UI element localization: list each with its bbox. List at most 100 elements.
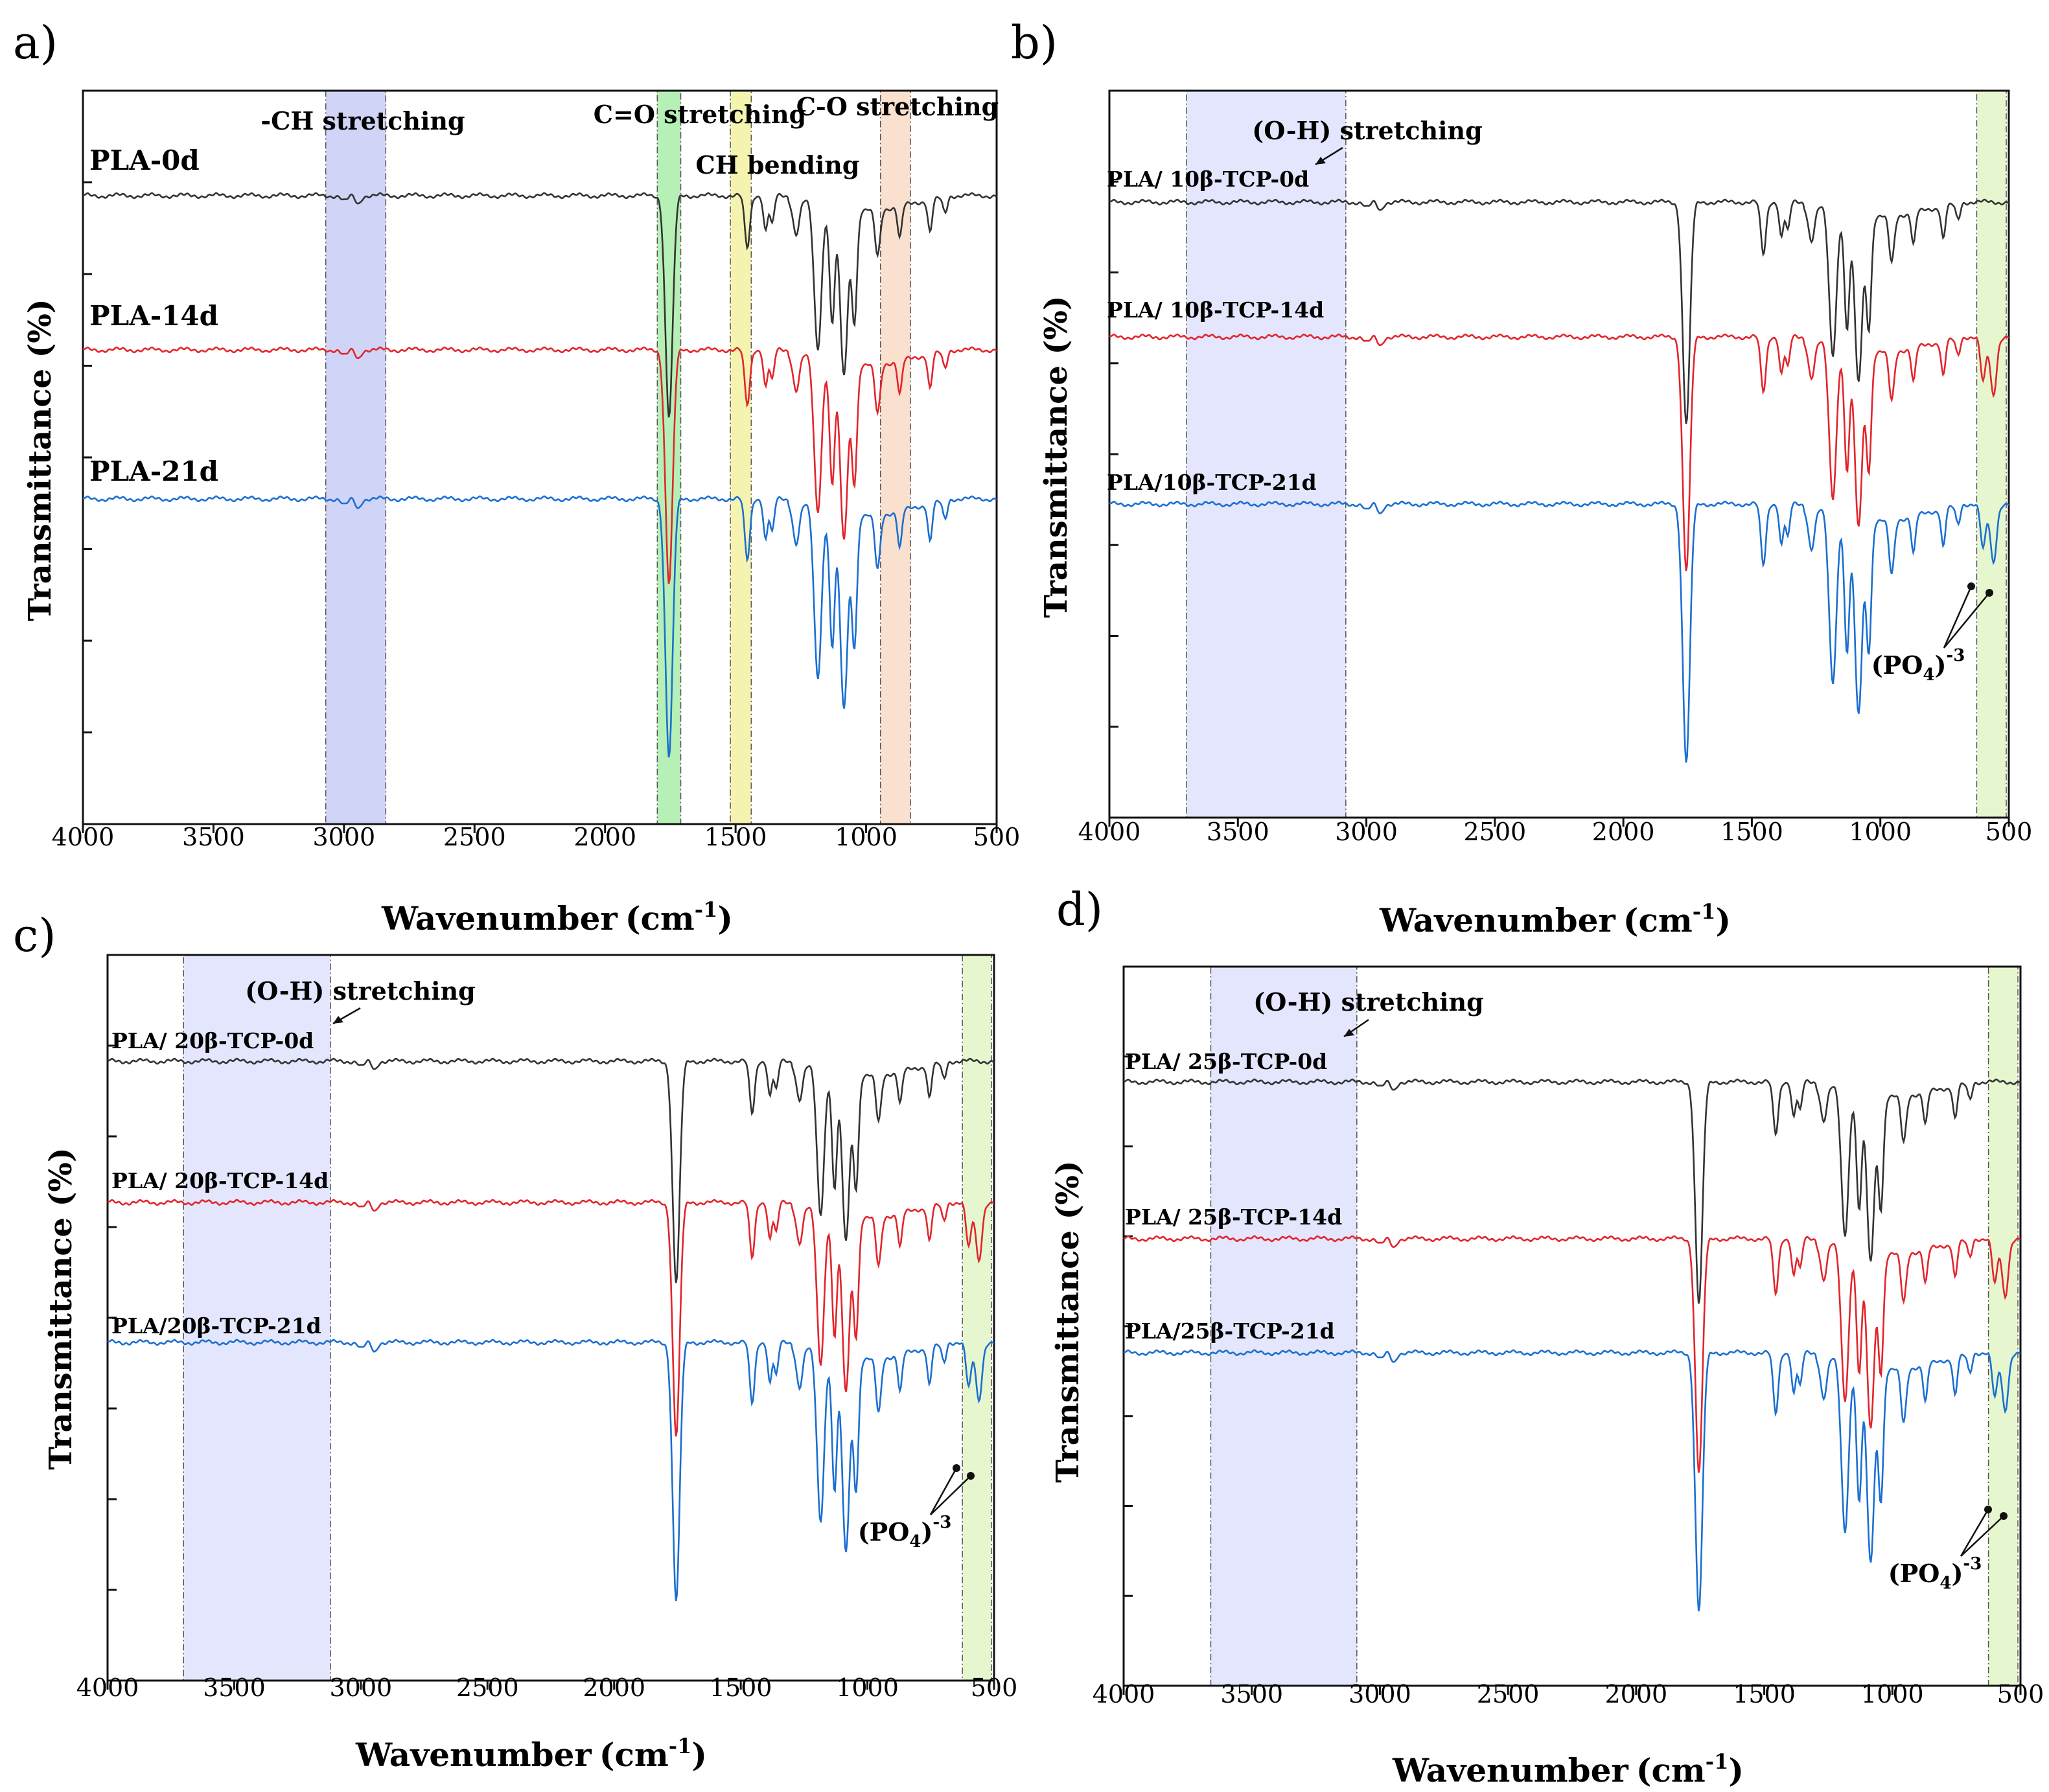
x-tick-label: 1500 — [1733, 1680, 1796, 1708]
series-line — [1109, 500, 2009, 763]
oh-arrow-head — [333, 1016, 343, 1024]
band-label: C-O stretching — [796, 92, 999, 121]
panel-label: c) — [13, 909, 56, 962]
series-label: PLA-0d — [89, 144, 200, 176]
panel-label: d) — [1056, 883, 1103, 936]
series-label: PLA/20β-TCP-21d — [111, 1313, 321, 1338]
x-tick-label: 2500 — [443, 823, 506, 851]
band-0 — [1186, 90, 1347, 818]
panel-label: a) — [13, 16, 58, 69]
series-label: PLA-14d — [89, 300, 218, 332]
po4-arrow-head — [967, 1472, 975, 1480]
series-line — [1109, 333, 2009, 571]
band-label: C=O stretching — [594, 100, 807, 129]
po4-close: ) — [921, 1517, 932, 1546]
x-tick-label: 2000 — [1592, 818, 1655, 846]
x-axis-label-unit: (cm — [599, 1736, 669, 1774]
po4-close: ) — [1951, 1559, 1963, 1588]
x-tick-label: 1500 — [1720, 818, 1783, 846]
plot-frame — [82, 89, 998, 825]
x-tick-label: 3000 — [1349, 1680, 1411, 1708]
po4-arrow-head — [953, 1464, 960, 1472]
po4-annotation: (PO4)-3 — [1888, 1554, 1982, 1593]
x-axis-label-sup: -1 — [1706, 1749, 1729, 1774]
band-label: CH bending — [696, 150, 860, 179]
y-axis-label: Transmittance (%) — [1038, 295, 1074, 617]
po4-annotation: (PO4)-3 — [1871, 646, 1965, 685]
series-line — [1123, 1078, 2021, 1304]
x-tick-label: 3500 — [203, 1673, 266, 1702]
x-tick-label: 3000 — [329, 1673, 392, 1702]
series-label: PLA/10β-TCP-21d — [1107, 470, 1317, 495]
series-line — [1123, 1235, 2021, 1473]
x-tick-label: 4000 — [52, 823, 115, 851]
series-label: PLA/ 20β-TCP-0d — [111, 1028, 314, 1053]
x-axis-label-main: Wavenumber — [381, 899, 618, 937]
band-0 — [325, 90, 387, 825]
series-label: PLA/25β-TCP-21d — [1125, 1318, 1335, 1344]
x-tick-label: 2000 — [573, 823, 636, 851]
band-label: (O-H) stretching — [1253, 987, 1483, 1017]
x-axis-label: Wavenumber (cm-1) — [1392, 1749, 1744, 1789]
band-label: -CH stretching — [260, 106, 465, 135]
x-axis-label-unit: (cm — [625, 899, 695, 937]
oh-arrow-head — [1344, 1029, 1354, 1037]
x-tick-label: 4000 — [76, 1673, 139, 1702]
x-axis-label: Wavenumber (cm-1) — [1379, 899, 1731, 939]
po4-arrow-line — [930, 1475, 971, 1515]
po4-arrow-line — [1960, 1509, 1989, 1557]
x-tick-label: 4000 — [1078, 818, 1141, 846]
panel-d: d) 4000 3500 3000 2500 2000 1500 1000 500 Transmi… — [1050, 883, 2044, 1789]
x-axis-label-sup: -1 — [1693, 899, 1716, 924]
series-label: PLA/ 25β-TCP-0d — [1125, 1049, 1327, 1074]
x-axis-label-unit: (cm — [1623, 901, 1693, 939]
x-axis-label-unit: (cm — [1636, 1751, 1706, 1789]
band-label: (O-H) stretching — [245, 976, 475, 1005]
x-axis-label-main: Wavenumber — [1379, 901, 1615, 939]
x-tick-label: 1000 — [1861, 1680, 1924, 1708]
x-tick-label: 2000 — [1604, 1680, 1667, 1708]
x-tick-label: 3000 — [312, 823, 375, 851]
x-tick-label: 3000 — [1335, 818, 1398, 846]
series-line — [82, 346, 997, 584]
x-tick-label: 3500 — [182, 823, 245, 851]
x-axis-label-main: Wavenumber — [1392, 1751, 1628, 1789]
band-1 — [656, 90, 682, 825]
band-1 — [1976, 90, 2007, 818]
po4-arrow-line — [1943, 592, 1990, 649]
x-tick-label: 2000 — [583, 1673, 645, 1702]
band-0 — [1210, 966, 1358, 1686]
panel-label: b) — [1011, 16, 1058, 69]
po4-sub: 4 — [909, 1532, 921, 1552]
x-axis-label-close: ) — [1715, 901, 1731, 939]
series-line — [1109, 198, 2009, 424]
x-axis-label-close: ) — [1728, 1751, 1744, 1789]
x-axis-label-sup: -1 — [695, 897, 718, 922]
y-axis-label: Transmittance (%) — [22, 299, 58, 621]
y-axis-label: Transmittance (%) — [43, 1147, 79, 1469]
po4-main: (PO — [1888, 1559, 1940, 1588]
po4-main: (PO — [858, 1517, 910, 1546]
band-1 — [1987, 966, 2019, 1686]
series-line — [82, 495, 997, 758]
series-label: PLA-21d — [89, 455, 218, 487]
po4-sub: 4 — [1939, 1574, 1951, 1593]
y-axis-label: Transmittance (%) — [1050, 1160, 1086, 1482]
x-tick-label: 500 — [971, 1673, 1018, 1702]
series-line — [82, 192, 997, 418]
po4-sub: 4 — [1923, 665, 1934, 685]
x-axis-label: Wavenumber (cm-1) — [355, 1734, 707, 1774]
x-tick-label: 1000 — [836, 1673, 899, 1702]
x-axis-label-main: Wavenumber — [355, 1736, 592, 1774]
x-tick-label: 4000 — [1093, 1680, 1155, 1708]
panel-b: b) 4000 3500 3000 2500 2000 1500 1000 500 Transmi… — [1011, 16, 2032, 939]
series-label: PLA/ 10β-TCP-0d — [1107, 167, 1309, 192]
po4-arrow-head — [1967, 582, 1975, 590]
band-3 — [879, 90, 911, 825]
po4-arrow-line — [929, 1467, 958, 1515]
po4-arrow-line — [1943, 586, 1973, 649]
x-tick-label: 1000 — [1849, 818, 1912, 846]
po4-arrow-head — [2000, 1512, 2008, 1520]
x-axis-label: Wavenumber (cm-1) — [381, 897, 733, 937]
series-label: PLA/ 20β-TCP-14d — [111, 1168, 329, 1193]
